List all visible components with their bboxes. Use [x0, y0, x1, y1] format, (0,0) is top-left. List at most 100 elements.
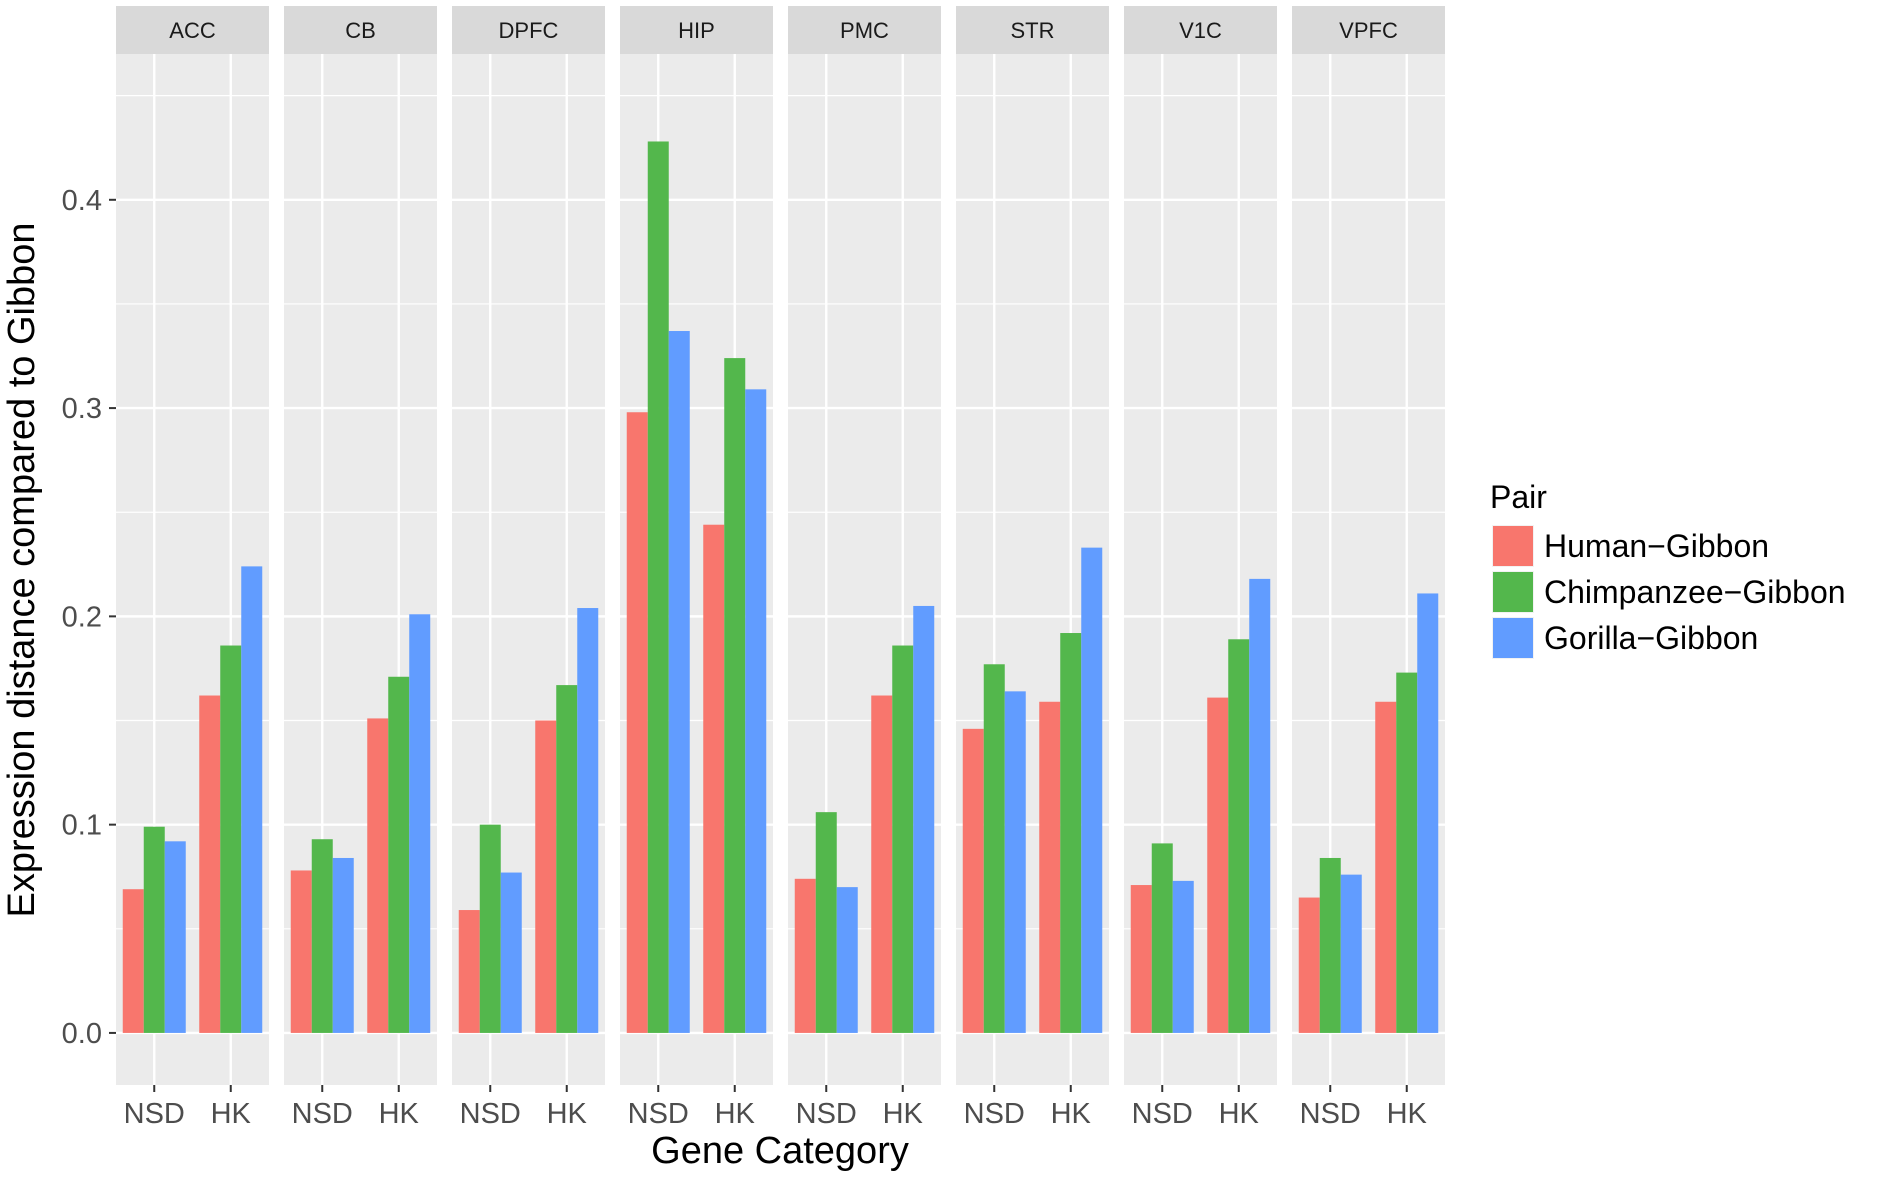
x-tick-label: HK	[1051, 1098, 1092, 1130]
bar-hip-hk-series-2	[724, 358, 746, 1033]
bar-cb-hk-series-3	[409, 614, 431, 1033]
legend-title: Pair	[1490, 479, 1547, 515]
facet-strip-label: ACC	[169, 18, 216, 43]
bar-pmc-hk-series-3	[913, 605, 935, 1033]
y-tick-label: 0.3	[62, 393, 102, 425]
bar-v1c-nsd-series-3	[1172, 880, 1194, 1033]
bar-dpfc-nsd-series-3	[500, 872, 522, 1033]
facet-panel-str: NSD HK STR	[956, 6, 1109, 1130]
legend-item-1: Human−Gibbon	[1492, 525, 1769, 567]
y-tick-label: 0.0	[62, 1018, 102, 1050]
y-tick-label: 0.4	[62, 185, 102, 217]
legend-label: Gorilla−Gibbon	[1544, 620, 1758, 656]
bar-v1c-hk-series-3	[1249, 578, 1271, 1033]
facet-panels: NSD HK ACC NSD HK CB NSD HK DPFC NSD HK HIP NSD HK PMC…	[116, 6, 1445, 1130]
facet-strip-label: VPFC	[1339, 18, 1398, 43]
x-tick-label: HK	[211, 1098, 252, 1130]
facet-strip-label: PMC	[840, 18, 889, 43]
bar-acc-hk-series-3	[241, 566, 263, 1033]
bar-acc-hk-series-2	[220, 645, 242, 1033]
bar-dpfc-hk-series-1	[535, 720, 557, 1033]
bar-acc-nsd-series-3	[164, 841, 186, 1033]
bar-dpfc-hk-series-2	[556, 685, 578, 1033]
y-tick-label: 0.2	[62, 601, 102, 633]
x-tick-label: NSD	[292, 1098, 353, 1130]
bar-cb-hk-series-2	[388, 676, 410, 1033]
facet-panel-dpfc: NSD HK DPFC	[452, 6, 605, 1130]
bar-str-nsd-series-3	[1004, 691, 1026, 1033]
x-tick-label: HK	[715, 1098, 756, 1130]
bar-str-hk-series-1	[1039, 701, 1061, 1033]
x-tick-label: HK	[1387, 1098, 1428, 1130]
x-tick-label: NSD	[460, 1098, 521, 1130]
legend-item-3: Gorilla−Gibbon	[1492, 617, 1758, 659]
bar-vpfc-hk-series-3	[1417, 593, 1439, 1033]
facet-strip	[620, 6, 773, 54]
facet-strip	[116, 6, 269, 54]
bar-str-hk-series-3	[1081, 547, 1103, 1033]
bar-str-hk-series-2	[1060, 633, 1082, 1033]
bar-vpfc-nsd-series-1	[1298, 897, 1320, 1033]
bar-hip-nsd-series-1	[626, 412, 648, 1033]
bar-str-nsd-series-2	[983, 664, 1005, 1033]
x-tick-label: HK	[883, 1098, 924, 1130]
legend-label: Human−Gibbon	[1544, 528, 1769, 564]
facet-panel-vpfc: NSD HK VPFC	[1292, 6, 1445, 1130]
bar-v1c-nsd-series-1	[1130, 885, 1152, 1033]
legend-label: Chimpanzee−Gibbon	[1544, 574, 1846, 610]
bar-pmc-hk-series-2	[892, 645, 914, 1033]
y-axis: 0.0 0.1 0.2 0.3 0.4	[62, 185, 116, 1050]
bar-vpfc-nsd-series-2	[1319, 857, 1341, 1033]
facet-strip-label: DPFC	[499, 18, 559, 43]
y-axis-title: Expression distance compared to Gibbon	[1, 223, 43, 918]
legend-swatch	[1493, 618, 1533, 658]
bar-pmc-nsd-series-3	[836, 887, 858, 1033]
legend-swatch	[1493, 572, 1533, 612]
facet-strip	[452, 6, 605, 54]
facet-strip	[284, 6, 437, 54]
bar-dpfc-nsd-series-2	[479, 824, 501, 1033]
x-tick-label: HK	[379, 1098, 420, 1130]
bar-hip-hk-series-3	[745, 389, 767, 1033]
x-tick-label: NSD	[796, 1098, 857, 1130]
x-tick-label: HK	[547, 1098, 588, 1130]
facet-panel-v1c: NSD HK V1C	[1124, 6, 1277, 1130]
bar-v1c-nsd-series-2	[1151, 843, 1173, 1033]
x-tick-label: HK	[1219, 1098, 1260, 1130]
bar-acc-nsd-series-2	[143, 826, 165, 1033]
x-tick-label: NSD	[1300, 1098, 1361, 1130]
legend: Pair Human−Gibbon Chimpanzee−Gibbon Gorill…	[1490, 479, 1846, 659]
bar-cb-nsd-series-3	[332, 857, 354, 1033]
bar-v1c-hk-series-2	[1228, 639, 1250, 1033]
bar-hip-hk-series-1	[703, 524, 725, 1033]
bar-acc-hk-series-1	[199, 695, 221, 1033]
bar-acc-nsd-series-1	[122, 889, 144, 1033]
legend-swatch	[1493, 526, 1533, 566]
bar-hip-nsd-series-3	[668, 331, 690, 1033]
bar-v1c-hk-series-1	[1207, 697, 1229, 1033]
facet-panel-cb: NSD HK CB	[284, 6, 437, 1130]
bar-cb-hk-series-1	[367, 718, 389, 1033]
facet-strip	[788, 6, 941, 54]
bar-pmc-hk-series-1	[871, 695, 893, 1033]
bar-cb-nsd-series-2	[311, 839, 333, 1033]
facet-strip-label: V1C	[1179, 18, 1222, 43]
facet-panel-acc: NSD HK ACC	[116, 6, 269, 1130]
facet-panel-pmc: NSD HK PMC	[788, 6, 941, 1130]
facet-strip	[1124, 6, 1277, 54]
facet-strip-label: HIP	[678, 18, 715, 43]
legend-item-2: Chimpanzee−Gibbon	[1492, 571, 1846, 613]
bar-hip-nsd-series-2	[647, 141, 669, 1033]
x-axis-title: Gene Category	[651, 1130, 909, 1172]
bar-vpfc-hk-series-2	[1396, 672, 1418, 1033]
y-tick-label: 0.1	[62, 810, 102, 842]
bar-cb-nsd-series-1	[290, 870, 312, 1033]
bar-str-nsd-series-1	[962, 728, 984, 1033]
facet-strip-label: STR	[1011, 18, 1055, 43]
facet-strip	[956, 6, 1109, 54]
bar-pmc-nsd-series-1	[794, 878, 816, 1033]
facet-panel-hip: NSD HK HIP	[620, 6, 773, 1130]
x-tick-label: NSD	[628, 1098, 689, 1130]
bar-vpfc-hk-series-1	[1375, 701, 1397, 1033]
